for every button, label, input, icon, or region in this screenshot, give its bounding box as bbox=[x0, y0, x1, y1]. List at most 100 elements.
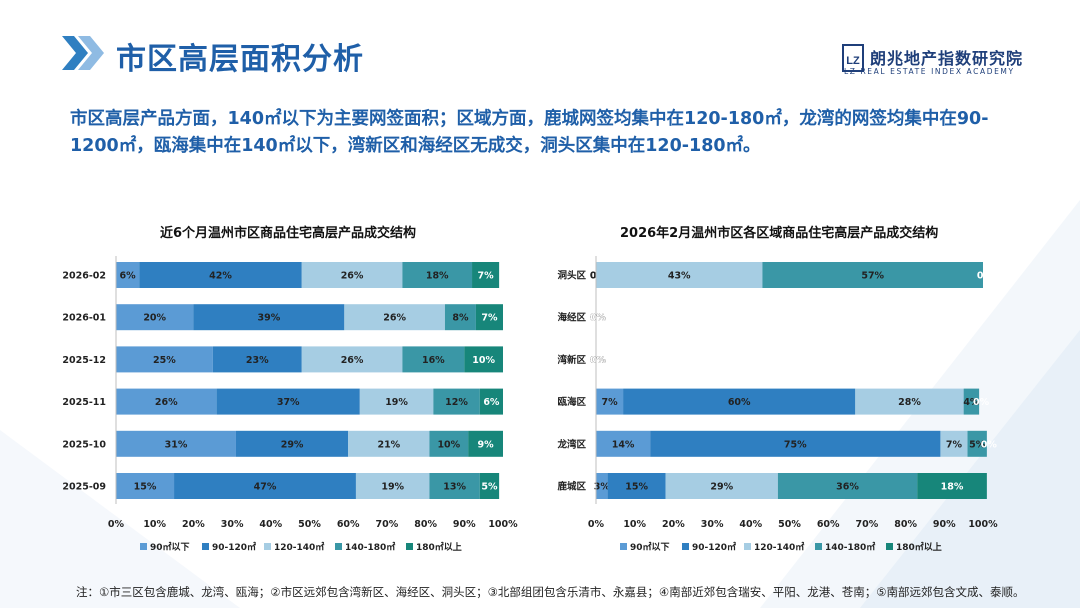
data-label: 6% bbox=[120, 271, 137, 282]
data-label: 7% bbox=[481, 313, 498, 324]
bar-segment bbox=[607, 473, 666, 499]
summary-text: 市区高层产品方面，140㎡以下为主要网签面积；区域方面，鹿城网签均集中在120-… bbox=[70, 109, 989, 156]
bar-segment bbox=[139, 262, 302, 288]
logo-mark-text: LZ bbox=[846, 55, 860, 67]
bar-segment bbox=[193, 304, 345, 331]
data-label: 26% bbox=[341, 355, 364, 366]
data-label: 0% bbox=[590, 313, 607, 324]
legend-label: 90㎡以下 bbox=[150, 541, 190, 553]
x-tick-label: 40% bbox=[739, 519, 762, 530]
bar-segment bbox=[235, 430, 349, 457]
category-label: 海经区 bbox=[557, 312, 586, 324]
x-tick-label: 100% bbox=[968, 519, 998, 530]
x-tick-label: 40% bbox=[259, 519, 282, 530]
legend-label: 180㎡以上 bbox=[896, 541, 942, 553]
data-label: 26% bbox=[341, 271, 364, 282]
data-label: 28% bbox=[898, 397, 921, 408]
category-label: 龙湾区 bbox=[556, 438, 586, 450]
data-label: 12% bbox=[445, 397, 468, 408]
bar-segment bbox=[301, 262, 403, 288]
data-label: 29% bbox=[281, 439, 304, 450]
bar-segment bbox=[359, 388, 434, 415]
bar-segment bbox=[623, 388, 856, 415]
chart-title-monthly: 近6个月温州市区商品住宅高层产品成交结构 bbox=[160, 226, 417, 241]
bar-segment bbox=[301, 346, 403, 373]
bar-segment bbox=[429, 430, 469, 457]
legend-swatch bbox=[815, 543, 822, 550]
logo-chinese-name: 朗兆地产指数研究院 bbox=[870, 49, 1024, 68]
data-label: 0% bbox=[590, 313, 607, 324]
data-label: 60% bbox=[728, 397, 751, 408]
bar-segment bbox=[596, 262, 763, 288]
bar-segment bbox=[917, 473, 987, 499]
x-tick-label: 80% bbox=[894, 519, 917, 530]
data-label: 47% bbox=[254, 482, 277, 493]
bar-segment bbox=[212, 346, 302, 373]
data-label: 25% bbox=[153, 355, 176, 366]
legend-swatch bbox=[140, 543, 147, 550]
bar-segment bbox=[475, 304, 503, 331]
logo-english-name: LZ REAL ESTATE INDEX ACADEMY bbox=[844, 67, 1015, 76]
data-label: 16% bbox=[422, 355, 445, 366]
x-tick-label: 80% bbox=[414, 519, 437, 530]
category-label: 湾新区 bbox=[557, 354, 586, 366]
data-label: 3% bbox=[594, 482, 611, 493]
monthly-structure-chart: 2026-02 6% 42% 26% 18% 7% 2026-01 20% 39% 26% 8% 7%… bbox=[62, 256, 518, 553]
data-label: 31% bbox=[165, 439, 188, 450]
data-label: 10% bbox=[472, 355, 495, 366]
data-label: 0% bbox=[590, 355, 607, 366]
category-label: 洞头区 bbox=[556, 270, 586, 282]
bar-segment bbox=[665, 473, 778, 499]
legend-label: 90-120㎡ bbox=[212, 541, 256, 553]
bar-segment bbox=[174, 473, 356, 499]
bar-segment bbox=[596, 473, 608, 499]
bar-segment bbox=[762, 262, 983, 288]
logo-mark-icon: LZ bbox=[842, 44, 864, 72]
legend-swatch bbox=[620, 543, 627, 550]
x-tick-label: 10% bbox=[623, 519, 646, 530]
data-label: 5% bbox=[481, 482, 498, 493]
bar-segment bbox=[777, 473, 918, 499]
legend-swatch bbox=[886, 543, 893, 550]
data-label: 0% bbox=[590, 355, 607, 366]
data-label: 0% bbox=[977, 271, 994, 282]
data-label: 0% bbox=[590, 355, 607, 366]
x-tick-label: 30% bbox=[221, 519, 244, 530]
bar-segment bbox=[402, 262, 473, 288]
data-label: 19% bbox=[385, 397, 408, 408]
chart-title-district: 2026年2月温州市区各区域商品住宅高层产品成交结构 bbox=[620, 226, 939, 241]
bar-segment bbox=[116, 473, 175, 499]
data-label: 0% bbox=[590, 355, 607, 366]
data-label: 8% bbox=[452, 313, 469, 324]
bar-segment bbox=[216, 388, 360, 415]
data-label: 9% bbox=[478, 439, 495, 450]
bar-segment bbox=[468, 430, 503, 457]
bar-segment bbox=[479, 473, 500, 499]
x-tick-label: 90% bbox=[453, 519, 476, 530]
bar-segment bbox=[967, 430, 987, 457]
data-label: 42% bbox=[209, 271, 232, 282]
data-label: 29% bbox=[710, 482, 733, 493]
data-label: 36% bbox=[836, 482, 859, 493]
data-label: 23% bbox=[246, 355, 269, 366]
data-label: 37% bbox=[277, 397, 300, 408]
data-label: 0% bbox=[973, 397, 990, 408]
data-label: 7% bbox=[478, 271, 495, 282]
data-label: 0% bbox=[981, 439, 998, 450]
category-label: 2025-09 bbox=[62, 482, 106, 493]
data-label: 57% bbox=[861, 271, 884, 282]
data-label: 10% bbox=[437, 439, 460, 450]
bar-segment bbox=[116, 304, 194, 331]
bar-segment bbox=[596, 430, 651, 457]
x-tick-label: 10% bbox=[143, 519, 166, 530]
x-tick-label: 20% bbox=[182, 519, 205, 530]
data-label: 15% bbox=[134, 482, 157, 493]
data-label: 0% bbox=[590, 313, 607, 324]
data-label: 7% bbox=[946, 439, 963, 450]
district-structure-chart: 洞头区0%0%43%57%0%海经区0%0%0%0%0%湾新区0%0%0%0%0… bbox=[556, 256, 998, 553]
data-label: 75% bbox=[784, 439, 807, 450]
data-label: 39% bbox=[257, 313, 280, 324]
x-tick-label: 70% bbox=[376, 519, 399, 530]
x-tick-label: 60% bbox=[817, 519, 840, 530]
bar-segment bbox=[464, 346, 503, 373]
